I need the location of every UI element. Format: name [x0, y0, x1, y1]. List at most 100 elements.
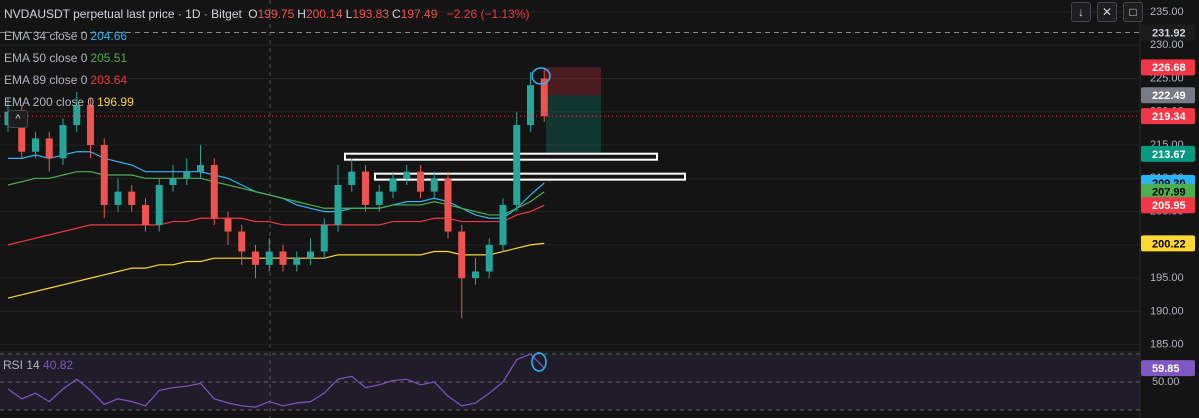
header: NVDAUSDT perpetual last price · 1D · Bit…	[4, 3, 532, 25]
rsi-tick-label: 50.00	[1152, 376, 1180, 388]
ema-row: EMA 34 close 0 204.66	[4, 25, 532, 47]
legend: NVDAUSDT perpetual last price · 1D · Bit…	[4, 3, 532, 113]
zone	[374, 172, 686, 181]
candle-body	[169, 178, 177, 185]
price-label-box	[1141, 235, 1195, 252]
candle-body	[348, 171, 356, 185]
ema-row: EMA 200 close 0 196.99	[4, 91, 532, 113]
candle-body	[73, 105, 81, 126]
change: −2.26 (−1.13%)	[446, 7, 530, 21]
ohlc-label: H	[297, 7, 306, 21]
candle-body	[362, 171, 369, 205]
price-label: 205.95	[1152, 200, 1186, 212]
y-tick-label: 225.00	[1150, 72, 1184, 84]
price-label: 207.99	[1152, 187, 1186, 199]
rsi-label: 59.85	[1152, 363, 1180, 375]
candle-body	[499, 204, 507, 245]
candle-body	[320, 224, 328, 252]
ohlc-label: L	[345, 7, 353, 21]
rsi-label-box	[1141, 360, 1195, 377]
ema-value: 203.64	[90, 73, 128, 87]
rsi-value: 40.82	[43, 358, 74, 372]
candle-body	[403, 171, 411, 179]
candle-body	[485, 244, 493, 272]
maximize-button[interactable]: ✕	[1097, 2, 1117, 22]
candle-body	[472, 271, 479, 279]
price-label-box	[1141, 183, 1195, 200]
candle-body	[265, 251, 273, 265]
candle-body	[444, 178, 452, 232]
y-tick-label: 230.00	[1150, 39, 1184, 51]
candle-body	[45, 138, 53, 159]
candle-body	[142, 204, 149, 225]
candle-body	[279, 251, 287, 265]
ema-line	[7, 171, 545, 216]
ema-name: EMA 200 close 0	[4, 95, 95, 109]
candle-body	[59, 125, 67, 159]
candle-body	[32, 138, 39, 152]
price-label-box	[1141, 87, 1195, 104]
candle-body	[87, 105, 94, 146]
ohlc-value: 193.83	[352, 7, 390, 21]
candle-body	[334, 184, 342, 225]
price-label: 222.49	[1152, 90, 1186, 102]
annotation-circle	[531, 67, 551, 85]
candle-body	[375, 191, 383, 205]
zone	[546, 95, 601, 154]
ema-value: 196.99	[97, 95, 134, 109]
expand-button[interactable]: ^	[8, 110, 28, 128]
zone	[344, 152, 658, 161]
price-label-box	[1141, 59, 1195, 76]
candle-body	[238, 231, 246, 252]
candle-body	[210, 165, 218, 219]
candle-body	[252, 251, 259, 265]
candle-body	[100, 145, 108, 205]
price-label-box	[1141, 108, 1195, 125]
candle-body	[183, 171, 191, 179]
price-label: 219.34	[1152, 111, 1187, 123]
ema-row: EMA 50 close 0 205.51	[4, 47, 532, 69]
ohlc-value: 197.49	[400, 7, 438, 21]
ohlc-value: 199.75	[257, 7, 295, 21]
collapse-button[interactable]: ↓	[1071, 2, 1091, 22]
ohlc-value: 200.14	[305, 7, 343, 21]
candle-body	[458, 231, 466, 279]
candle-body	[430, 178, 438, 192]
candle-body	[197, 165, 204, 172]
candle-body	[389, 178, 397, 192]
y-tick-label: 185.00	[1150, 339, 1184, 351]
price-label-box	[1141, 24, 1195, 41]
ohlc: O199.75 H200.14 L193.83 C197.49	[248, 7, 440, 21]
y-tick-label: 235.00	[1150, 6, 1184, 18]
candle-body	[527, 85, 534, 126]
candle-body	[155, 184, 163, 225]
ema-line	[7, 204, 545, 246]
ema-name: EMA 89 close 0	[4, 73, 88, 87]
ema-legend: EMA 34 close 0 204.66 EMA 50 close 0 205.51…	[4, 25, 532, 113]
rsi-line	[7, 353, 545, 408]
price-label: 213.67	[1152, 149, 1186, 161]
candle-body	[114, 191, 122, 205]
price-label-box	[1141, 145, 1195, 162]
candle-body	[128, 191, 136, 205]
title: NVDAUSDT perpetual last price · 1D · Bit…	[4, 7, 242, 21]
ema-line	[7, 242, 545, 299]
candle-body	[417, 171, 424, 192]
candle-body	[18, 111, 26, 152]
ema-value: 204.66	[90, 29, 128, 43]
zone	[546, 67, 601, 96]
ema-name: EMA 34 close 0	[4, 29, 88, 43]
rsi-legend: RSI 14 40.82	[3, 358, 73, 372]
rsi-name: RSI 14	[3, 358, 40, 372]
settings-button[interactable]: □	[1123, 2, 1143, 22]
ema-value: 205.51	[90, 51, 128, 65]
candle-body	[224, 218, 232, 232]
candle-body	[513, 125, 521, 205]
ema-row: EMA 89 close 0 203.64	[4, 69, 532, 91]
price-label-box	[1141, 197, 1195, 214]
price-label: 231.92	[1152, 27, 1186, 39]
price-label: 226.68	[1152, 62, 1186, 74]
ohlc-label: O	[248, 7, 258, 21]
